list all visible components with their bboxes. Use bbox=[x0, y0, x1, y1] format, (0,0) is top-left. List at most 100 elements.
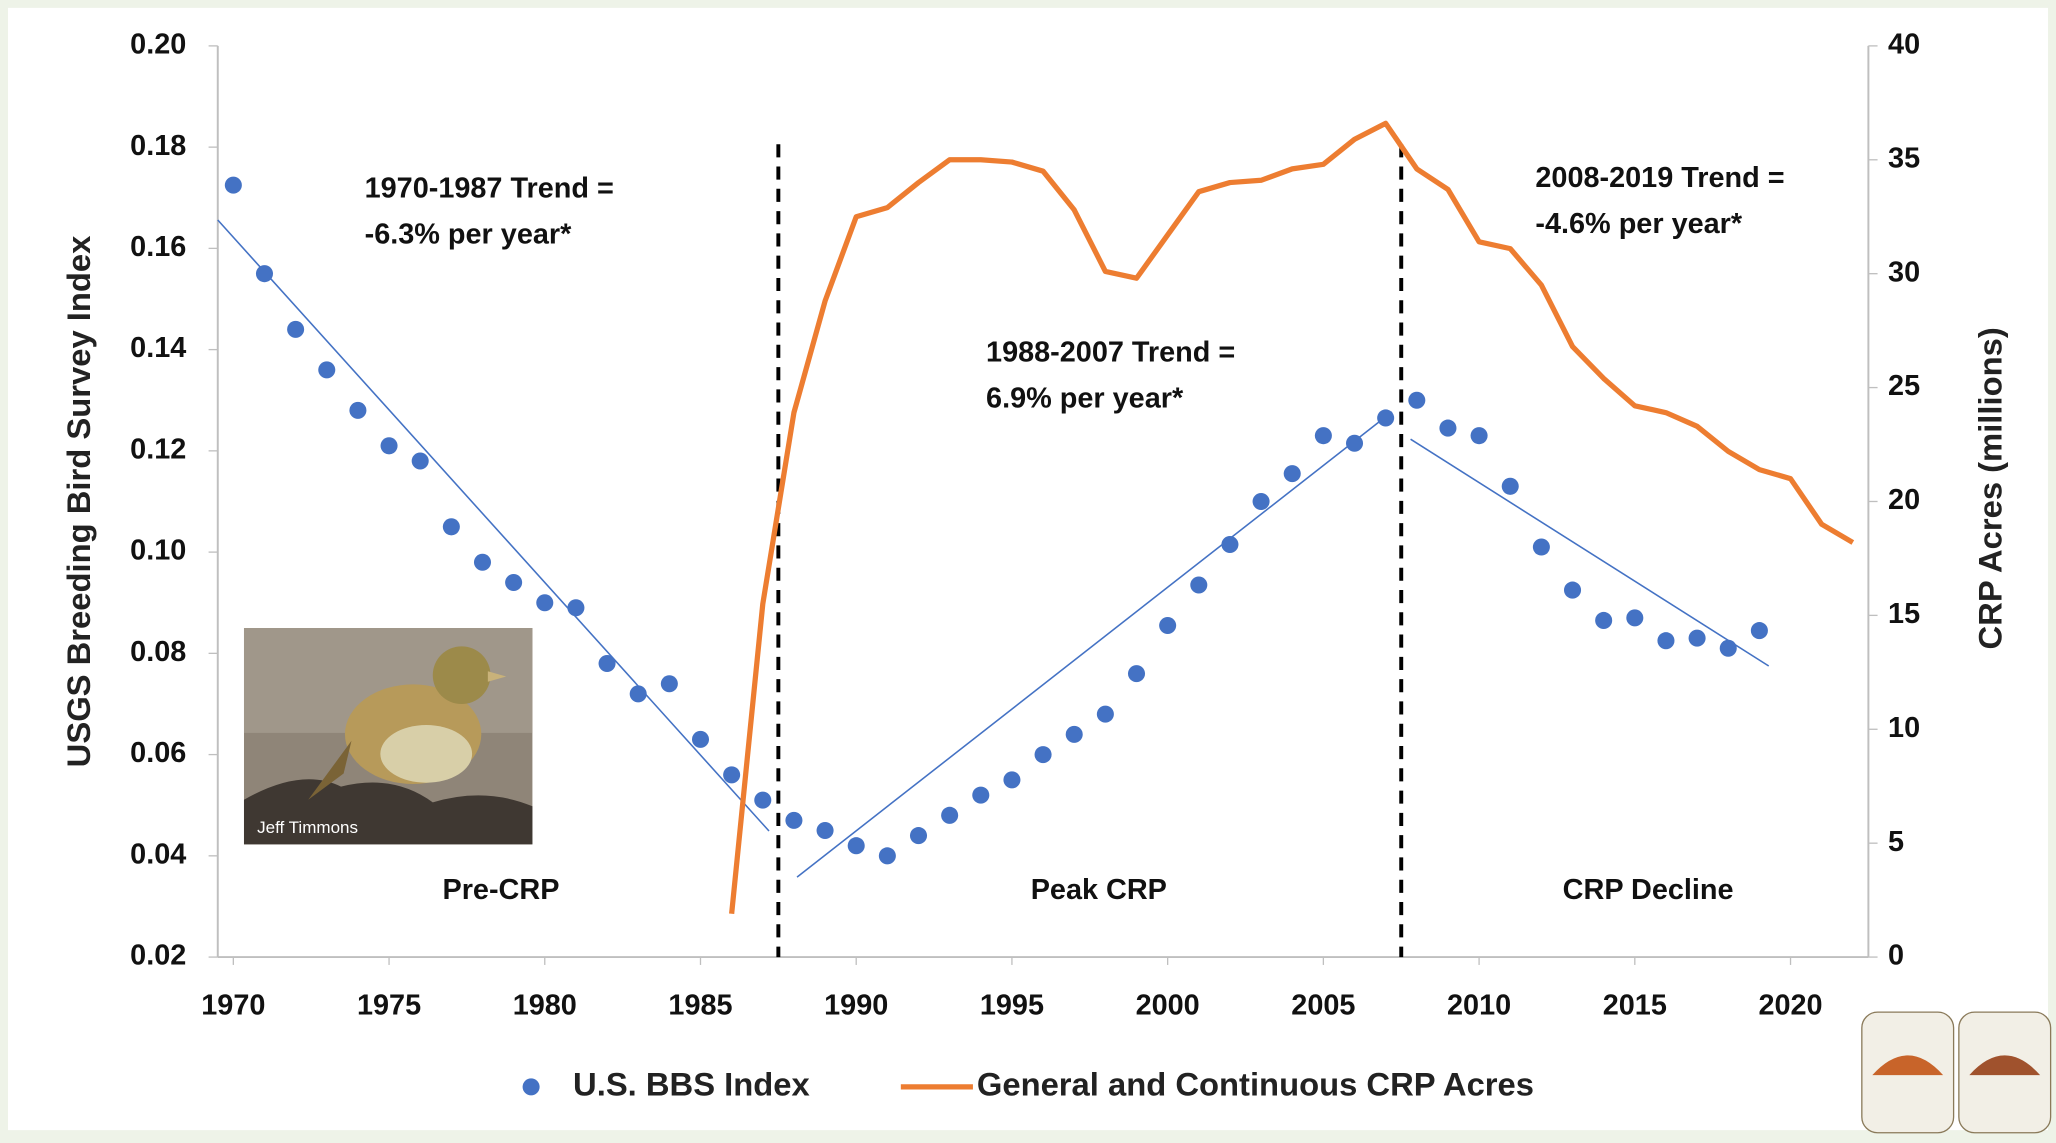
y2-tick-label: 40 bbox=[1888, 29, 1920, 61]
annotation: 1988-2007 Trend = bbox=[986, 337, 1235, 369]
data-point bbox=[817, 822, 834, 839]
data-point bbox=[1097, 706, 1114, 723]
data-point bbox=[1221, 536, 1238, 553]
y-tick-label: 0.08 bbox=[130, 636, 186, 668]
x-tick-label: 2010 bbox=[1447, 990, 1511, 1022]
data-point bbox=[1066, 726, 1083, 743]
y2-tick-label: 0 bbox=[1888, 940, 1904, 972]
data-point bbox=[1035, 746, 1052, 763]
data-point bbox=[754, 792, 771, 809]
data-point bbox=[567, 599, 584, 616]
data-point bbox=[256, 265, 273, 282]
data-point bbox=[505, 574, 522, 591]
y2-tick-label: 35 bbox=[1888, 142, 1920, 174]
annotation: 6.9% per year* bbox=[986, 382, 1184, 414]
annotation: -6.3% per year* bbox=[365, 219, 573, 251]
data-point bbox=[318, 361, 335, 378]
photo-caption: Jeff Timmons bbox=[257, 818, 358, 837]
data-point bbox=[443, 518, 460, 535]
y2-tick-label: 25 bbox=[1888, 370, 1920, 402]
page: {"chart_data": {"type": "combo", "y_labe… bbox=[0, 0, 2056, 1138]
photo: Jeff Timmons bbox=[244, 628, 532, 844]
data-point bbox=[287, 321, 304, 338]
y-tick-label: 0.04 bbox=[130, 838, 186, 870]
data-point bbox=[1003, 771, 1020, 788]
y-axis-label: USGS Breeding Bird Survey Index bbox=[60, 236, 97, 768]
data-point bbox=[1564, 582, 1581, 599]
data-point bbox=[1720, 640, 1737, 657]
data-point bbox=[630, 685, 647, 702]
period-label: Pre-CRP bbox=[442, 874, 559, 906]
y-tick-label: 0.18 bbox=[130, 130, 186, 162]
data-point bbox=[225, 177, 242, 194]
data-point bbox=[1471, 427, 1488, 444]
legend-marker bbox=[523, 1078, 540, 1095]
data-point bbox=[1159, 617, 1176, 634]
data-point bbox=[599, 655, 616, 672]
y2-tick-label: 30 bbox=[1888, 256, 1920, 288]
x-tick-label: 1975 bbox=[357, 990, 421, 1022]
legend-label: General and Continuous CRP Acres bbox=[977, 1066, 1534, 1103]
data-point bbox=[474, 554, 491, 571]
data-point bbox=[1284, 465, 1301, 482]
data-point bbox=[1315, 427, 1332, 444]
chart: Jeff Timmons 0.02 0.04 0.06 0.08 0.10 0.12 0.1… bbox=[0, 0, 2056, 1138]
y2-tick-label: 5 bbox=[1888, 826, 1904, 858]
period-label: Peak CRP bbox=[1031, 874, 1167, 906]
data-point bbox=[661, 675, 678, 692]
x-tick-label: 1970 bbox=[201, 990, 265, 1022]
data-point bbox=[536, 594, 553, 611]
data-point bbox=[1128, 665, 1145, 682]
data-point bbox=[1408, 392, 1425, 409]
x-tick-label: 2000 bbox=[1136, 990, 1200, 1022]
y-tick-label: 0.06 bbox=[130, 737, 186, 769]
x-tick-label: 2020 bbox=[1758, 990, 1822, 1022]
y2-tick-label: 10 bbox=[1888, 712, 1920, 744]
data-point bbox=[879, 847, 896, 864]
data-point bbox=[1439, 420, 1456, 437]
y-tick-label: 0.12 bbox=[130, 433, 186, 465]
data-point bbox=[972, 787, 989, 804]
y-tick-label: 0.16 bbox=[130, 231, 186, 263]
data-point bbox=[381, 437, 398, 454]
data-point bbox=[1346, 435, 1363, 452]
annotation: 2008-2019 Trend = bbox=[1535, 162, 1784, 194]
y2-tick-label: 15 bbox=[1888, 598, 1920, 630]
data-point bbox=[349, 402, 366, 419]
y2-axis-label: CRP Acres (millions) bbox=[1972, 327, 2009, 649]
data-point bbox=[1657, 632, 1674, 649]
data-point bbox=[412, 452, 429, 469]
y2-tick-label: 20 bbox=[1888, 484, 1920, 516]
x-tick-label: 2005 bbox=[1291, 990, 1355, 1022]
x-tick-label: 1985 bbox=[668, 990, 732, 1022]
data-point bbox=[848, 837, 865, 854]
period-label: CRP Decline bbox=[1563, 874, 1734, 906]
photo-bird-head bbox=[433, 646, 491, 704]
x-tick-label: 1990 bbox=[824, 990, 888, 1022]
data-point bbox=[1751, 622, 1768, 639]
data-point bbox=[1689, 630, 1706, 647]
data-point bbox=[1533, 539, 1550, 556]
legend-label: U.S. BBS Index bbox=[573, 1066, 810, 1103]
data-point bbox=[910, 827, 927, 844]
y-tick-label: 0.20 bbox=[130, 29, 186, 61]
data-point bbox=[1190, 576, 1207, 593]
x-tick-label: 2015 bbox=[1603, 990, 1667, 1022]
data-point bbox=[723, 766, 740, 783]
data-point bbox=[692, 731, 709, 748]
x-tick-label: 1980 bbox=[513, 990, 577, 1022]
data-point bbox=[1377, 409, 1394, 426]
data-point bbox=[1595, 612, 1612, 629]
x-tick-label: 1995 bbox=[980, 990, 1044, 1022]
data-point bbox=[1626, 609, 1643, 626]
annotation: 1970-1987 Trend = bbox=[365, 173, 614, 205]
photo-bird-belly bbox=[380, 725, 472, 783]
data-point bbox=[1502, 478, 1519, 495]
data-point bbox=[785, 812, 802, 829]
data-point bbox=[941, 807, 958, 824]
data-point bbox=[1253, 493, 1270, 510]
annotation: -4.6% per year* bbox=[1535, 208, 1743, 240]
y-tick-label: 0.02 bbox=[130, 940, 186, 972]
y-tick-label: 0.10 bbox=[130, 535, 186, 567]
y-tick-label: 0.14 bbox=[130, 332, 186, 364]
